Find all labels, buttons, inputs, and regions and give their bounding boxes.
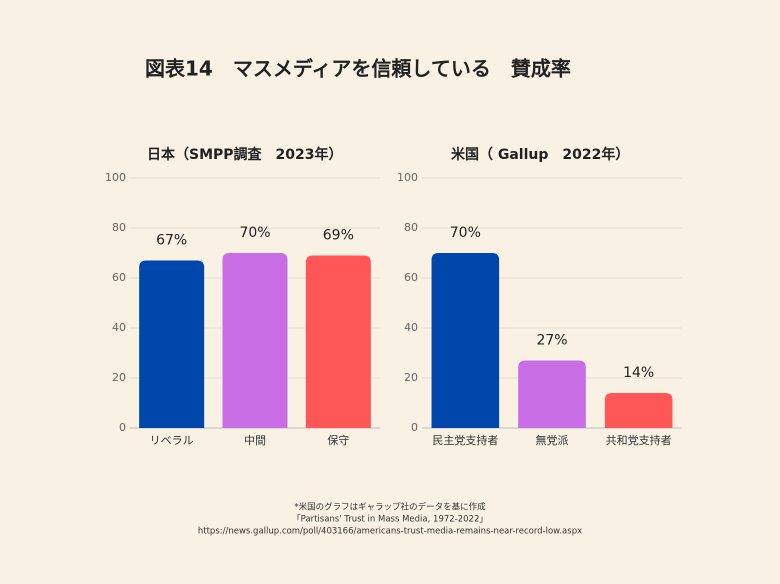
y-tick-label: 60 (112, 271, 126, 284)
note: *米国のグラフはギャラップ社のデータを基に作成 (294, 502, 486, 513)
x-tick-label: 無党派 (536, 433, 569, 447)
note: 「Partisans' Trust in Mass Media, 1972-20… (292, 515, 488, 525)
x-tick-label: 民主党支持者 (432, 433, 498, 447)
value-label: 67% (156, 233, 187, 249)
y-tick-label: 40 (404, 321, 418, 334)
bar (604, 393, 673, 428)
y-tick-label: 20 (404, 371, 418, 384)
value-label: 69% (323, 228, 354, 244)
bar (431, 253, 500, 428)
x-tick-label: 保守 (327, 433, 349, 447)
x-tick-label: 共和党支持者 (606, 433, 672, 447)
y-tick-label: 80 (112, 221, 126, 234)
value-label: 27% (536, 333, 567, 349)
y-tick-label: 60 (404, 271, 418, 284)
bar (139, 260, 205, 428)
x-tick-label: リベラル (150, 434, 194, 447)
y-tick-label: 40 (112, 321, 126, 334)
bar (518, 360, 586, 428)
y-tick-label: 20 (112, 371, 126, 384)
bar (222, 253, 288, 428)
value-label: 70% (450, 225, 481, 241)
page-title: 図表14 マスメディアを信頼している 賛成率 (145, 57, 571, 81)
value-label: 14% (623, 365, 654, 381)
note: https://news.gallup.com/poll/403166/amer… (198, 527, 582, 537)
y-tick-label: 100 (397, 171, 418, 184)
x-tick-label: 中間 (244, 434, 266, 447)
chart-subtitle: 米国（ Gallup 2022年） (451, 146, 629, 163)
y-tick-label: 80 (404, 221, 418, 234)
bar (305, 255, 371, 428)
value-label: 70% (239, 225, 270, 241)
y-tick-label: 100 (105, 171, 126, 184)
y-tick-label: 0 (411, 421, 418, 434)
y-tick-label: 0 (119, 421, 126, 434)
chart-subtitle: 日本（SMPP調査 2023年） (147, 146, 343, 163)
